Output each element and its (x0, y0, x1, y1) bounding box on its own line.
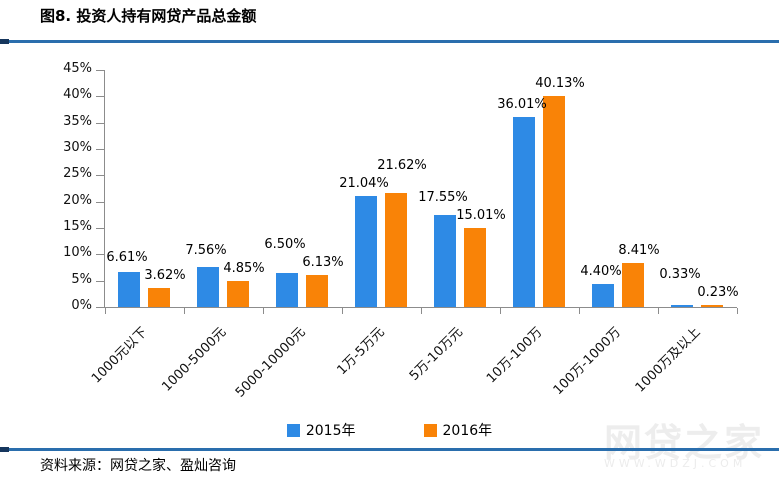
value-label-2016年: 3.62% (144, 268, 186, 283)
source-note: 资料来源：网贷之家、盈灿咨询 (40, 458, 236, 474)
x-axis-tick-mark (263, 308, 264, 314)
x-axis-category-text: 1000-5000元 (159, 324, 230, 395)
y-axis-tick-mark (96, 175, 104, 176)
legend-label: 2016年 (442, 423, 493, 439)
bar-2015年-1 (197, 267, 219, 307)
y-axis-tick-label: 10% (63, 245, 92, 261)
y-axis-tick-mark (96, 70, 104, 71)
value-label-2015年: 4.40% (580, 264, 622, 279)
y-axis-tick-mark (96, 307, 104, 308)
x-axis-tick-mark (500, 308, 501, 314)
legend-swatch-icon (286, 423, 300, 437)
value-label-2016年: 21.62% (377, 158, 427, 173)
bar-2016年-6 (622, 263, 644, 307)
y-axis-tick-label: 25% (63, 166, 92, 182)
x-axis-tick-mark (421, 308, 422, 314)
x-axis-tick-mark (105, 308, 106, 314)
value-label-2016年: 6.13% (302, 255, 344, 270)
bar-2015年-4 (434, 215, 456, 307)
bar-2016年-7 (701, 305, 723, 307)
legend-label: 2015年 (305, 423, 356, 439)
watermark-url: WWW.WDZJ.COM (604, 457, 747, 470)
value-label-2016年: 8.41% (618, 243, 660, 258)
x-axis-tick-mark (342, 308, 343, 314)
y-axis-tick-mark (96, 228, 104, 229)
title-rule-cap (0, 39, 9, 44)
watermark-text: 网贷之家 (604, 421, 765, 465)
x-axis-category-text: 1000万及以上 (632, 324, 704, 396)
value-label-2015年: 6.61% (106, 250, 148, 265)
x-axis-category-text: 10万-100万 (483, 324, 546, 387)
footer-rule (0, 448, 779, 451)
value-label-2015年: 36.01% (497, 97, 547, 112)
legend-entry-2015年: 2015年 (286, 420, 356, 440)
y-axis-tick-label: 30% (63, 140, 92, 155)
y-axis-tick-label: 5% (71, 271, 92, 287)
x-axis-category-text: 1000元以下 (88, 324, 151, 387)
x-axis-tick-mark (658, 308, 659, 314)
value-label-2016年: 15.01% (456, 208, 506, 223)
bar-2016年-4 (464, 228, 486, 307)
legend-entry-2016年: 2016年 (423, 420, 493, 440)
value-label-2015年: 17.55% (418, 190, 468, 205)
y-axis-tick-label: 40% (63, 87, 92, 103)
y-axis-tick-mark (96, 149, 104, 150)
value-label-2016年: 4.85% (223, 261, 265, 276)
x-axis-line (104, 307, 737, 308)
y-axis-tick-label: 20% (63, 192, 92, 208)
y-axis-tick-mark (96, 202, 104, 203)
bar-2016年-3 (385, 193, 407, 307)
value-label-2015年: 7.56% (185, 243, 227, 258)
x-axis-category-text: 1万-5万元 (334, 324, 388, 379)
y-axis-tick-mark (96, 281, 104, 282)
y-axis-tick-label: 35% (63, 113, 92, 129)
figure-title: 图8. 投资人持有网贷产品总金额 (40, 7, 257, 25)
y-axis-tick-label: 15% (63, 219, 92, 234)
chart-legend: 2015年 2016年 (0, 420, 779, 440)
bar-2016年-1 (227, 281, 249, 307)
x-axis-tick-mark (737, 308, 738, 314)
value-label-2016年: 40.13% (535, 76, 585, 91)
y-axis-tick-label: 45% (63, 61, 92, 76)
y-axis-tick-mark (96, 254, 104, 255)
x-axis-tick-mark (184, 308, 185, 314)
y-axis-tick-label: 0% (71, 298, 92, 313)
value-label-2015年: 21.04% (339, 176, 389, 191)
value-label-2015年: 0.33% (659, 267, 701, 282)
bar-2015年-7 (671, 305, 693, 307)
x-axis-tick-mark (579, 308, 580, 314)
title-rule (0, 40, 779, 43)
x-axis-category-text: 5000-10000元 (232, 324, 309, 401)
bar-2015年-3 (355, 196, 377, 307)
y-axis-tick-mark (96, 96, 104, 97)
x-axis-category-text: 5万-10万元 (407, 324, 467, 384)
legend-swatch-icon (423, 423, 437, 437)
bar-2015年-5 (513, 117, 535, 307)
x-axis-category-text: 100万-1000万 (551, 324, 625, 399)
footer-rule-cap (0, 447, 9, 452)
y-axis-line (104, 70, 105, 308)
bar-2016年-0 (148, 288, 170, 307)
value-label-2016年: 0.23% (697, 285, 739, 300)
bar-2016年-2 (306, 275, 328, 307)
bar-2015年-2 (276, 273, 298, 307)
bar-2016年-5 (543, 96, 565, 307)
y-axis-tick-mark (96, 123, 104, 124)
bar-2015年-0 (118, 272, 140, 307)
bar-2015年-6 (592, 284, 614, 307)
value-label-2015年: 6.50% (264, 237, 306, 252)
